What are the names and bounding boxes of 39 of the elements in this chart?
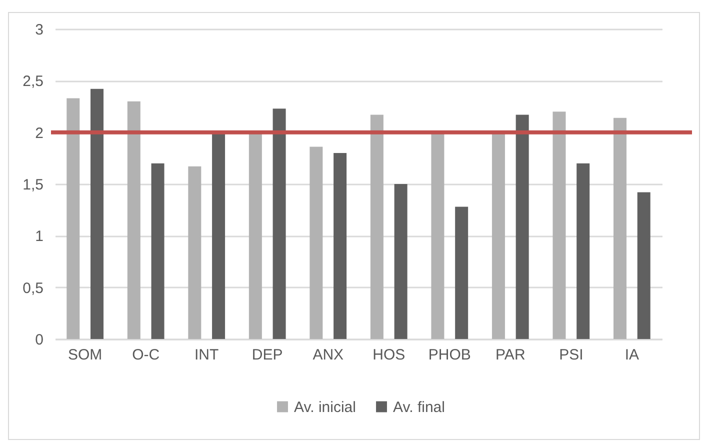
legend-label: Av. inicial [294, 398, 356, 416]
y-tick-label: 1 [35, 228, 44, 246]
bar [248, 132, 262, 339]
x-tick-label: IA [624, 346, 640, 364]
y-tick-label: 1,5 [22, 176, 44, 194]
bar [576, 163, 590, 339]
x-tick-label: SOM [68, 346, 102, 364]
bar [370, 114, 384, 339]
bar [151, 163, 164, 339]
bar [431, 132, 444, 339]
bar [127, 101, 140, 339]
bar [90, 88, 104, 339]
bar [552, 112, 566, 339]
x-tick-label: ANX [312, 346, 344, 364]
bar [613, 118, 626, 339]
bar [188, 166, 202, 339]
y-tick-label: 2,5 [22, 73, 44, 90]
x-tick-label: PHOB [428, 346, 471, 364]
bar [455, 206, 468, 339]
y-tick-label: 2 [35, 124, 44, 142]
bar [272, 108, 286, 339]
bar [516, 114, 529, 339]
bar [66, 98, 80, 339]
x-tick-label: HOS [372, 346, 406, 364]
x-tick-label: DEP [252, 346, 283, 364]
bar [394, 184, 408, 339]
legend-label: Av. final [393, 398, 445, 416]
x-tick-label: PSI [559, 346, 584, 364]
bar [310, 146, 323, 339]
y-tick-label: 0 [35, 332, 44, 348]
y-tick-label: 3 [35, 22, 44, 38]
bar [637, 192, 650, 339]
bar [212, 132, 226, 339]
x-tick-label: PAR [496, 346, 526, 364]
y-tick-label: 0,5 [22, 280, 44, 297]
bar [334, 153, 347, 339]
bar [492, 132, 505, 339]
x-tick-label: INT [194, 346, 219, 364]
x-tick-label: O-C [132, 346, 160, 364]
